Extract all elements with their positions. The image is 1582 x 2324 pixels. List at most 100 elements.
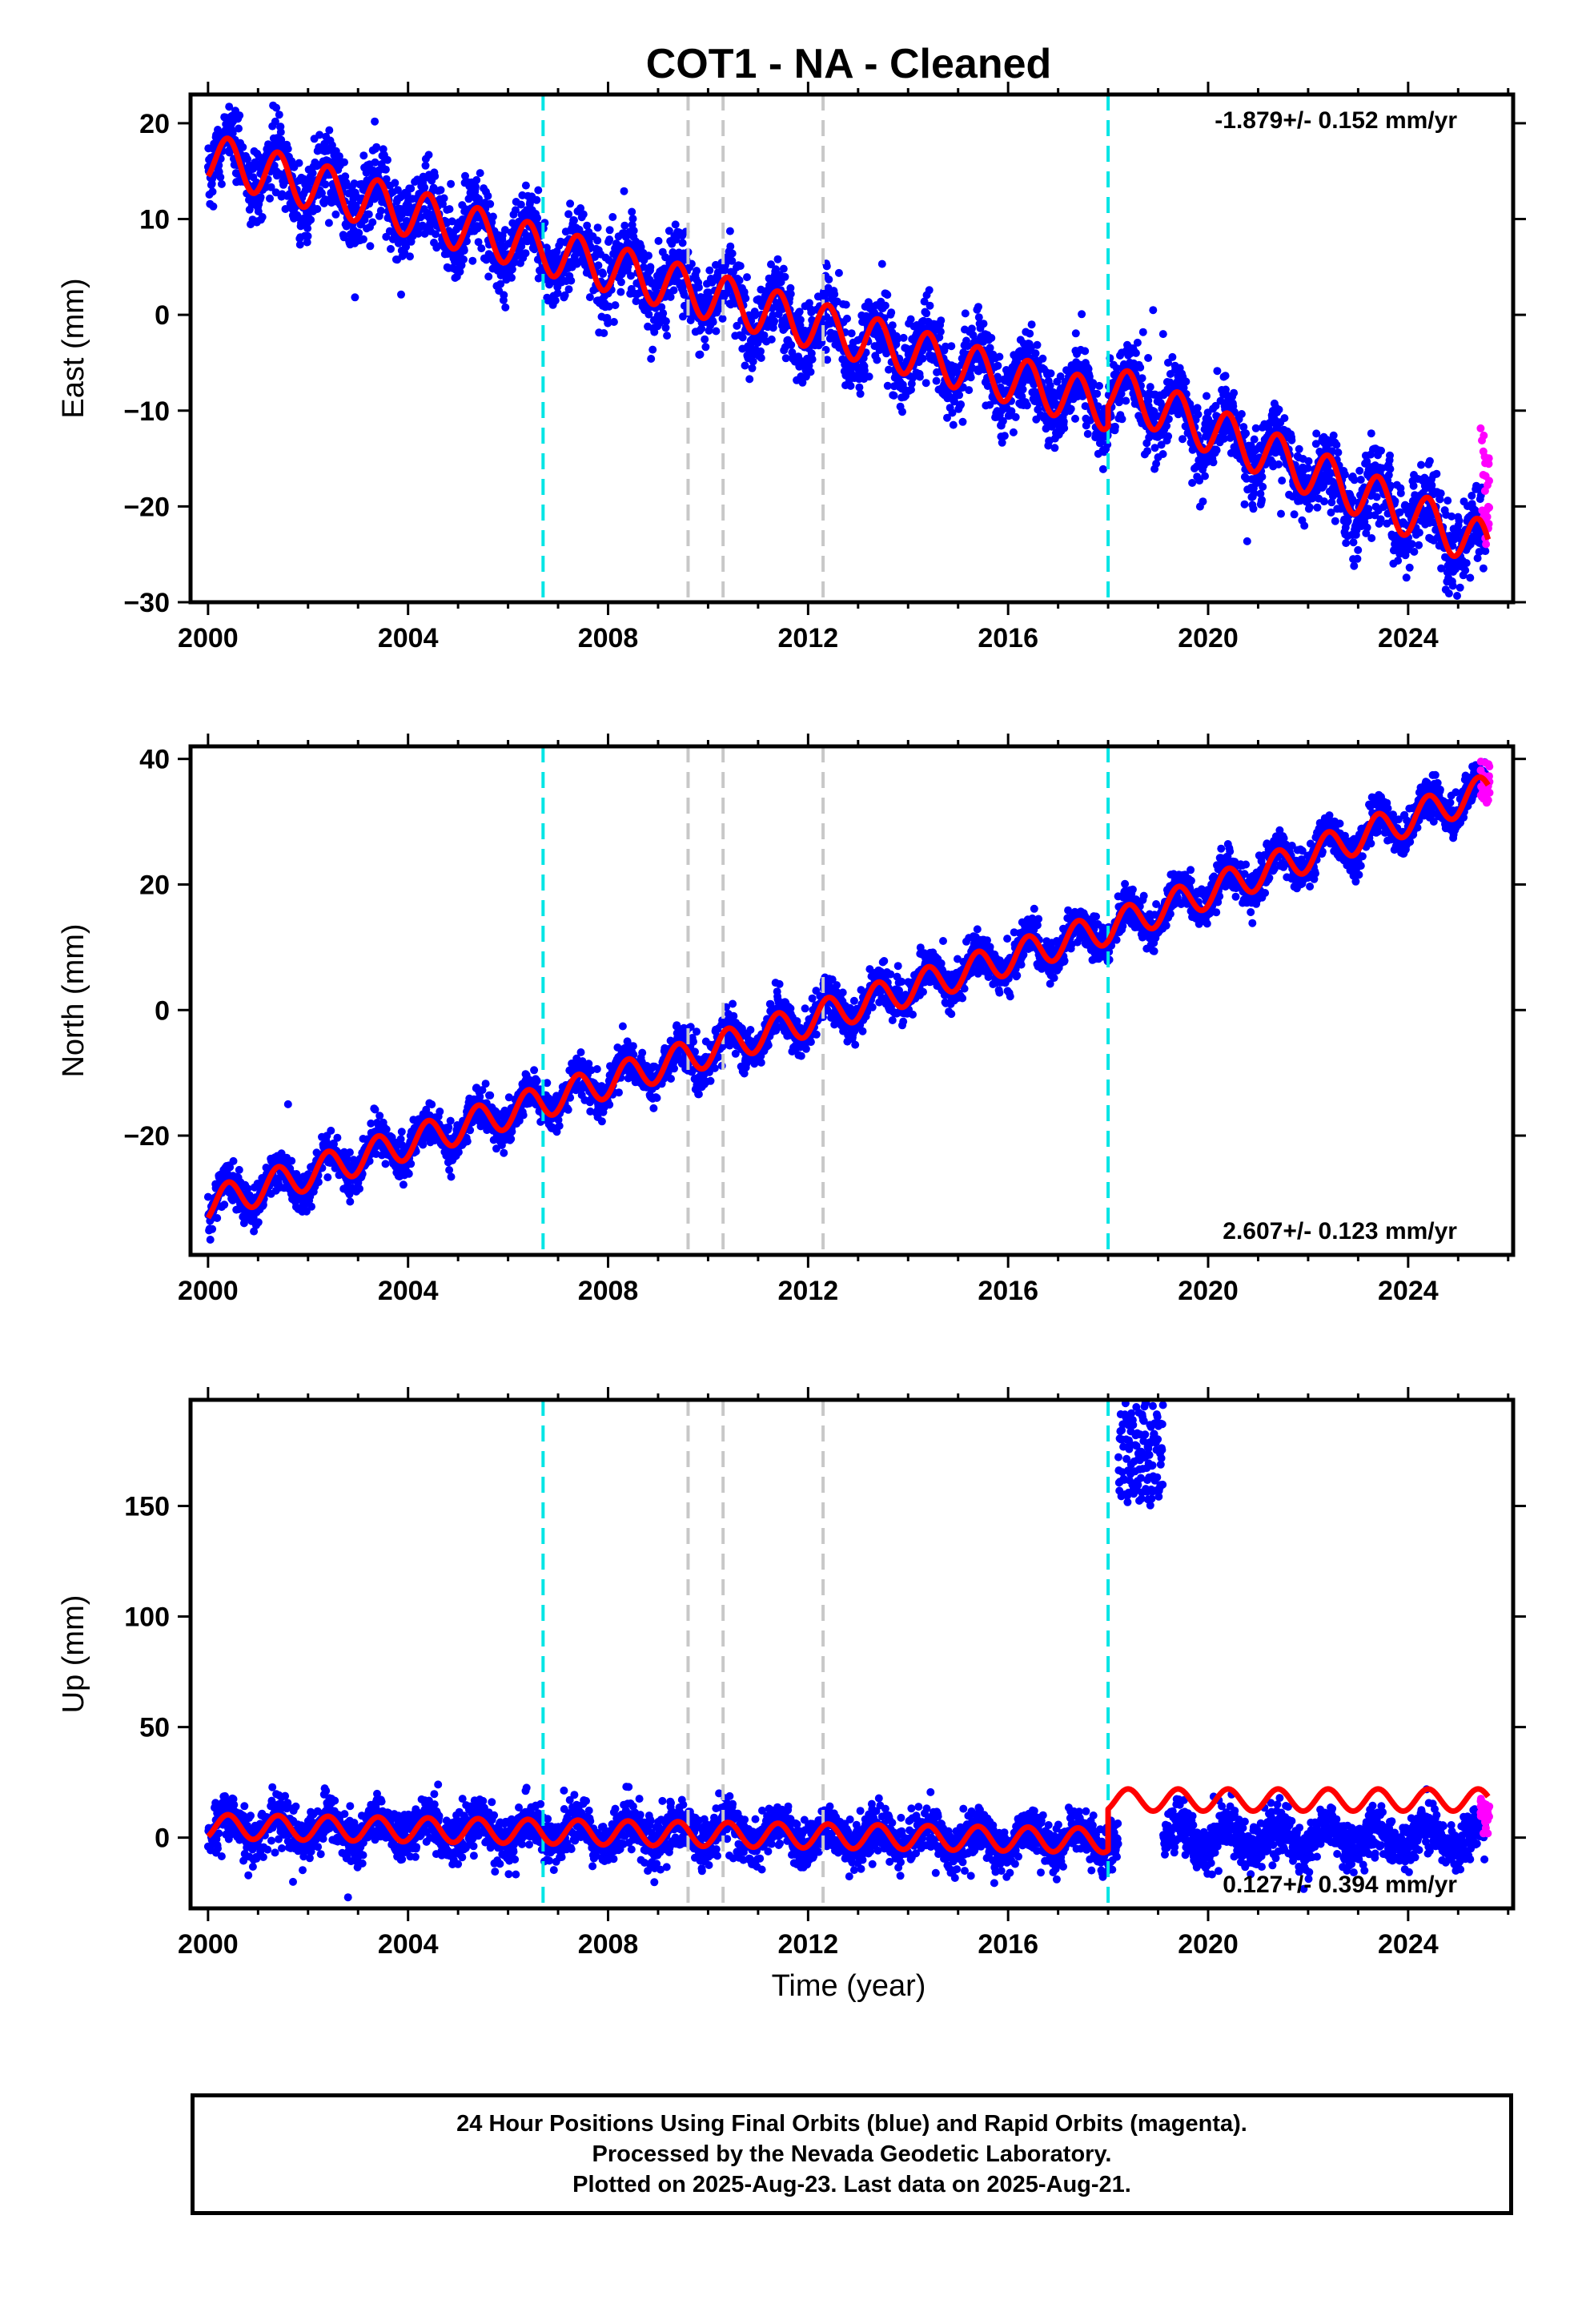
east-point: [773, 255, 782, 263]
north-point: [436, 1108, 444, 1116]
east-rapid-point: [1480, 511, 1488, 519]
east-x-tick-label: 2004: [378, 623, 439, 653]
east-point: [1481, 547, 1490, 556]
east-point: [654, 236, 663, 245]
east-point: [1009, 428, 1018, 436]
east-point: [620, 221, 629, 230]
east-point: [718, 314, 727, 323]
north-point: [481, 1080, 490, 1088]
east-point: [1473, 554, 1482, 562]
east-point: [983, 382, 992, 390]
east-point: [1022, 401, 1031, 410]
north-point: [259, 1200, 267, 1209]
east-point: [488, 212, 497, 221]
east-point: [1377, 446, 1385, 455]
east-point: [834, 268, 843, 277]
east-point: [258, 213, 267, 221]
east-point: [1060, 424, 1069, 432]
east-point: [885, 365, 893, 374]
east-point: [335, 152, 343, 161]
east-point: [432, 230, 440, 239]
east-point: [1353, 554, 1362, 563]
north-point: [507, 1135, 516, 1144]
east-point: [955, 391, 964, 400]
east-point: [341, 172, 350, 181]
east-point: [611, 301, 620, 310]
north-point: [428, 1100, 436, 1109]
east-point: [1178, 435, 1186, 444]
east-point: [665, 227, 673, 235]
east-rapid-point: [1481, 472, 1490, 480]
east-point: [661, 253, 670, 262]
east-point: [795, 308, 804, 316]
east-point: [209, 202, 218, 211]
east-point: [1093, 389, 1102, 398]
east-point: [627, 271, 635, 280]
east-point: [1350, 561, 1359, 570]
east-point: [1410, 548, 1419, 556]
east-point: [1056, 372, 1065, 380]
east-point: [915, 372, 924, 381]
east-outlier-point: [1164, 358, 1172, 367]
east-point: [1194, 410, 1203, 419]
north-point: [381, 1160, 390, 1168]
east-point: [995, 352, 1004, 361]
east-point: [925, 344, 934, 352]
east-point: [511, 206, 520, 215]
east-point: [1188, 479, 1197, 487]
east-x-tick-label: 2008: [578, 623, 639, 653]
east-point: [1212, 446, 1221, 455]
east-point: [1342, 539, 1351, 548]
east-point: [644, 251, 652, 260]
east-point: [1203, 392, 1211, 400]
east-point: [893, 335, 901, 344]
east-point: [1287, 436, 1296, 444]
east-point: [315, 131, 324, 139]
east-point: [636, 243, 645, 251]
east-point: [1250, 489, 1259, 497]
east-point: [659, 309, 668, 318]
east-point: [1448, 581, 1457, 590]
east-point: [925, 286, 934, 295]
east-point: [1251, 424, 1260, 432]
east-point: [998, 438, 1006, 447]
east-panel: 2000 2004 2008 2012 2016 2020 2024−30−20−10010…: [57, 82, 1526, 653]
east-point: [624, 262, 632, 271]
east-point: [740, 287, 749, 296]
east-point: [593, 223, 602, 232]
east-point: [281, 205, 290, 213]
north-point: [333, 1133, 342, 1142]
east-point: [671, 220, 680, 229]
east-point: [553, 289, 562, 298]
east-point: [474, 238, 483, 247]
east-point: [1277, 509, 1285, 518]
east-point: [949, 420, 958, 429]
east-point: [1221, 372, 1230, 380]
east-rapid-point: [1485, 503, 1493, 512]
north-point: [206, 1236, 215, 1244]
east-point: [295, 240, 304, 249]
east-point: [1341, 470, 1349, 479]
east-point: [371, 158, 379, 167]
east-point: [969, 331, 978, 340]
east-point: [786, 290, 795, 298]
east-point: [254, 207, 263, 215]
east-point: [1304, 456, 1313, 465]
east-point: [1237, 410, 1246, 418]
east-y-axis-label: East (mm): [57, 278, 90, 418]
east-point: [639, 263, 648, 271]
east-point: [1387, 481, 1395, 490]
east-point: [998, 416, 1007, 425]
east-point: [846, 381, 855, 390]
east-point: [749, 357, 757, 366]
east-point: [1391, 497, 1399, 505]
east-point: [781, 272, 789, 281]
east-point: [355, 228, 363, 237]
north-point: [287, 1156, 296, 1165]
east-point: [609, 318, 618, 326]
east-point: [1230, 388, 1239, 397]
east-point: [697, 324, 706, 333]
east-point: [705, 288, 713, 297]
east-point: [440, 194, 448, 203]
east-point: [881, 301, 889, 310]
